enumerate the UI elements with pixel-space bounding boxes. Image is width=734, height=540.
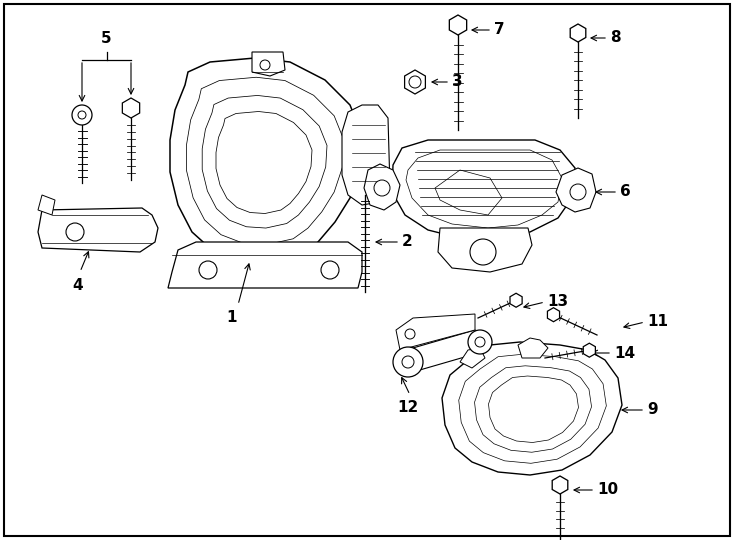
Circle shape bbox=[468, 330, 492, 354]
Text: 14: 14 bbox=[614, 346, 635, 361]
Polygon shape bbox=[548, 308, 559, 322]
Polygon shape bbox=[570, 24, 586, 42]
Polygon shape bbox=[364, 164, 400, 210]
Polygon shape bbox=[396, 314, 475, 350]
Polygon shape bbox=[404, 70, 426, 94]
Polygon shape bbox=[442, 342, 622, 475]
Polygon shape bbox=[38, 208, 158, 252]
Polygon shape bbox=[449, 15, 467, 35]
Text: 5: 5 bbox=[101, 31, 112, 46]
Circle shape bbox=[66, 223, 84, 241]
Circle shape bbox=[409, 76, 421, 88]
Circle shape bbox=[321, 261, 339, 279]
Text: 10: 10 bbox=[597, 483, 618, 497]
Text: 3: 3 bbox=[452, 75, 462, 90]
Circle shape bbox=[470, 239, 496, 265]
Polygon shape bbox=[342, 105, 390, 205]
Polygon shape bbox=[392, 140, 575, 238]
Polygon shape bbox=[438, 228, 532, 272]
Polygon shape bbox=[252, 52, 285, 76]
Text: 2: 2 bbox=[402, 234, 413, 249]
Polygon shape bbox=[552, 476, 568, 494]
Circle shape bbox=[402, 356, 414, 368]
Text: 4: 4 bbox=[73, 278, 84, 293]
Circle shape bbox=[72, 105, 92, 125]
Polygon shape bbox=[38, 195, 55, 215]
Polygon shape bbox=[510, 293, 522, 307]
Circle shape bbox=[475, 337, 485, 347]
Text: 6: 6 bbox=[620, 185, 631, 199]
Polygon shape bbox=[168, 242, 362, 288]
Text: 11: 11 bbox=[647, 314, 668, 329]
Circle shape bbox=[570, 184, 586, 200]
Circle shape bbox=[199, 261, 217, 279]
Polygon shape bbox=[556, 168, 596, 212]
Polygon shape bbox=[584, 343, 595, 357]
Circle shape bbox=[78, 111, 86, 119]
Text: 7: 7 bbox=[494, 23, 505, 37]
Text: 8: 8 bbox=[610, 30, 621, 45]
Circle shape bbox=[393, 347, 423, 377]
Polygon shape bbox=[406, 330, 490, 374]
Polygon shape bbox=[170, 58, 362, 262]
Circle shape bbox=[260, 60, 270, 70]
Text: 12: 12 bbox=[397, 400, 418, 415]
Text: 1: 1 bbox=[227, 310, 237, 325]
Polygon shape bbox=[518, 338, 548, 358]
Circle shape bbox=[374, 180, 390, 196]
Polygon shape bbox=[123, 98, 139, 118]
Text: 13: 13 bbox=[547, 294, 568, 309]
Circle shape bbox=[405, 329, 415, 339]
Text: 9: 9 bbox=[647, 402, 658, 417]
Polygon shape bbox=[460, 348, 485, 368]
